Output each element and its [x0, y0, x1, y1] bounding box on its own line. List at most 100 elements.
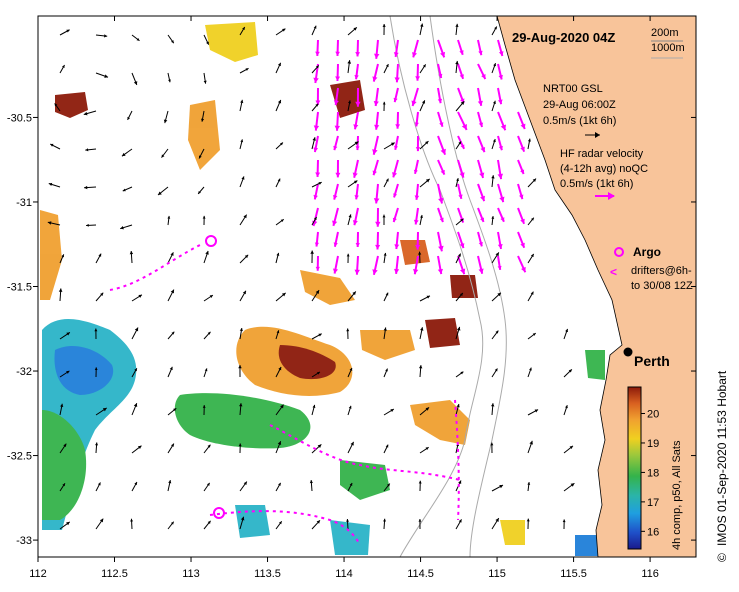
argo-floats: [205, 235, 225, 519]
x-tick-label: 115.5: [560, 568, 587, 580]
wind-arrow-head: [382, 214, 386, 218]
wind-arrow-head: [458, 480, 462, 484]
sst-yellow-patch-top: [205, 22, 258, 62]
hf-radar-arrow-head: [352, 172, 358, 178]
hf-radar-arrow-head: [411, 52, 417, 58]
hf-radar-arrow-head: [373, 198, 380, 204]
wind-arrow-head: [61, 64, 65, 68]
wind-arrow-head: [170, 443, 174, 447]
wind-arrow-head: [134, 368, 137, 372]
wind-arrow-head: [352, 291, 356, 296]
wind-arrow-head: [316, 371, 320, 375]
wind-arrow-head: [390, 409, 394, 413]
wind-arrow-head: [422, 64, 426, 68]
hf-radar-arrow-head: [459, 74, 464, 79]
hf-radar-arrow-head: [438, 197, 444, 204]
hf-radar-arrow-head: [332, 194, 338, 200]
hf-radar-arrow-head: [315, 266, 320, 271]
hf-legend-line2: (4-12h avg) noQC: [560, 163, 648, 175]
wind-arrow-head: [349, 482, 353, 486]
wind-arrow-head: [163, 119, 168, 124]
hf-radar-arrow-head: [437, 98, 443, 104]
y-tick-label: -30.5: [7, 112, 32, 124]
wind-arrow-head: [134, 482, 137, 486]
wind-arrow-head: [278, 521, 282, 525]
wind-arrow-head: [350, 441, 354, 446]
y-tick-label: -32.5: [7, 451, 32, 463]
x-tick-label: 113.5: [254, 568, 281, 580]
hf-radar-arrow-head: [497, 244, 503, 249]
wind-arrow-head: [62, 483, 65, 487]
x-tick-label: 113: [182, 568, 200, 580]
sst-green-patch-west: [42, 410, 87, 520]
hf-radar-arrow-head: [440, 148, 446, 155]
wind-arrow-head: [85, 148, 89, 152]
hf-radar-arrow-head: [375, 221, 381, 227]
wind-arrow-head: [102, 407, 107, 412]
wind-arrow-head: [382, 24, 386, 27]
sst-blue-coastal: [575, 535, 600, 556]
wind-arrow-head: [347, 60, 352, 64]
wind-arrow-head: [206, 41, 209, 45]
wind-arrow-head: [198, 190, 201, 194]
wind-arrow-head: [418, 518, 422, 522]
wind-arrow-head: [316, 520, 320, 524]
wind-arrow-head: [312, 404, 316, 408]
wind-arrow-head: [425, 178, 430, 183]
hf-radar-arrow-head: [393, 193, 398, 198]
wind-arrow-head: [170, 252, 174, 256]
wind-arrow-head: [527, 482, 531, 485]
bathymetry-contours: [389, 15, 507, 558]
wind-arrow-head: [122, 188, 126, 192]
hf-radar-arrow-head: [415, 244, 421, 250]
wind-arrow-head: [280, 142, 283, 146]
hf-radar-arrow-head: [498, 145, 503, 151]
wind-arrow-head: [133, 81, 138, 85]
wind-arrow-head: [315, 65, 319, 69]
wind-legend-scale: 0.5m/s (1kt 6h): [543, 115, 616, 127]
wind-arrow-head: [313, 25, 317, 29]
wind-arrow-head: [390, 142, 395, 146]
wind-arrow-head: [455, 23, 459, 27]
perth-label: Perth: [634, 353, 670, 369]
wind-arrow-head: [387, 483, 390, 487]
hf-radar-arrow-head: [500, 217, 505, 222]
wind-arrow-head: [60, 403, 64, 408]
hf-radar-arrow-head: [372, 76, 378, 82]
hf-radar-arrow-head: [499, 196, 505, 203]
sst-orange-patch-3: [360, 330, 415, 360]
hf-radar-arrow-head: [352, 220, 358, 226]
wind-arrow-head: [418, 365, 423, 369]
wind-arrow-head: [530, 291, 534, 295]
hf-radar-arrow-head: [481, 74, 486, 80]
wind-arrow-head: [425, 407, 430, 411]
wind-arrow-head: [120, 226, 124, 230]
wind-arrow-head: [66, 370, 70, 374]
wind-arrow-head: [170, 289, 174, 294]
sst-green-patch-south: [340, 460, 390, 500]
wind-arrow-head: [491, 175, 495, 179]
hf-radar-arrow-head: [332, 268, 339, 274]
hf-radar-arrow-head: [458, 194, 463, 199]
drifter-tracks: [109, 244, 461, 546]
wind-arrow-head: [385, 292, 389, 296]
hf-radar-arrow-head: [335, 172, 341, 178]
hf-radar-arrow-head: [480, 217, 485, 222]
wind-arrow-head: [58, 288, 63, 292]
hf-radar-arrow-head: [354, 74, 359, 80]
drifter-track-3: [209, 510, 361, 546]
sst-cool-patch-south: [330, 520, 370, 555]
wind-arrow-head: [490, 442, 494, 446]
wind-arrow-head: [171, 40, 174, 44]
wind-arrow-head: [95, 442, 99, 446]
wind-arrow-head: [347, 100, 352, 104]
wind-arrow-head: [425, 447, 429, 451]
wind-arrow-head: [245, 68, 249, 71]
wind-arrow-head: [354, 141, 359, 146]
wind-arrow-head: [385, 178, 389, 182]
wind-arrow-head: [170, 521, 174, 525]
hf-radar-arrow-head: [477, 100, 483, 106]
wind-arrow-head: [425, 141, 429, 145]
wind-arrow-head: [104, 34, 108, 38]
hf-radar-arrow-head: [520, 123, 526, 130]
